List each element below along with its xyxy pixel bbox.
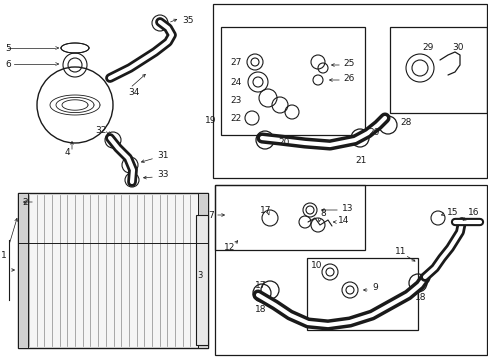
Text: 31: 31 <box>157 150 168 159</box>
Text: 33: 33 <box>157 170 168 179</box>
Text: 2: 2 <box>22 198 27 207</box>
Text: 16: 16 <box>467 207 479 216</box>
Text: 30: 30 <box>451 42 463 51</box>
Text: 3: 3 <box>197 270 202 279</box>
Bar <box>196 215 207 345</box>
Text: 12: 12 <box>224 243 235 252</box>
Text: 21: 21 <box>354 156 366 165</box>
Text: 4: 4 <box>65 148 70 157</box>
Text: 8: 8 <box>319 208 325 217</box>
Bar <box>221 27 364 135</box>
Bar <box>306 258 417 330</box>
Text: 5: 5 <box>5 44 11 53</box>
Text: 22: 22 <box>230 113 242 122</box>
Text: 27: 27 <box>230 58 242 67</box>
Text: 34: 34 <box>128 87 139 96</box>
Text: 11: 11 <box>394 248 406 256</box>
Bar <box>18 193 207 348</box>
Text: 9: 9 <box>371 284 377 292</box>
Text: 13: 13 <box>341 203 353 212</box>
Bar <box>213 4 486 178</box>
Text: 23: 23 <box>230 95 242 104</box>
Text: 19: 19 <box>204 116 216 125</box>
Text: 28: 28 <box>399 117 410 126</box>
Text: 17: 17 <box>260 206 271 215</box>
Text: 15: 15 <box>446 207 458 216</box>
Text: 7: 7 <box>208 211 214 220</box>
Bar <box>389 27 486 113</box>
Text: 18: 18 <box>414 293 426 302</box>
Text: 29: 29 <box>421 42 432 51</box>
Bar <box>198 193 207 348</box>
Text: 24: 24 <box>230 77 242 86</box>
Text: 10: 10 <box>310 261 321 270</box>
Bar <box>215 185 364 250</box>
Text: 35: 35 <box>182 15 193 24</box>
Text: 25: 25 <box>342 59 354 68</box>
Text: 17: 17 <box>254 280 266 289</box>
Text: 20: 20 <box>367 127 379 136</box>
Text: 20: 20 <box>278 138 289 147</box>
Bar <box>18 193 28 348</box>
Text: 18: 18 <box>254 306 266 315</box>
Bar <box>215 185 486 355</box>
Text: 32: 32 <box>95 126 106 135</box>
Text: 14: 14 <box>337 216 348 225</box>
Text: 1: 1 <box>1 251 7 260</box>
Text: 6: 6 <box>5 59 11 68</box>
Text: 26: 26 <box>342 73 354 82</box>
